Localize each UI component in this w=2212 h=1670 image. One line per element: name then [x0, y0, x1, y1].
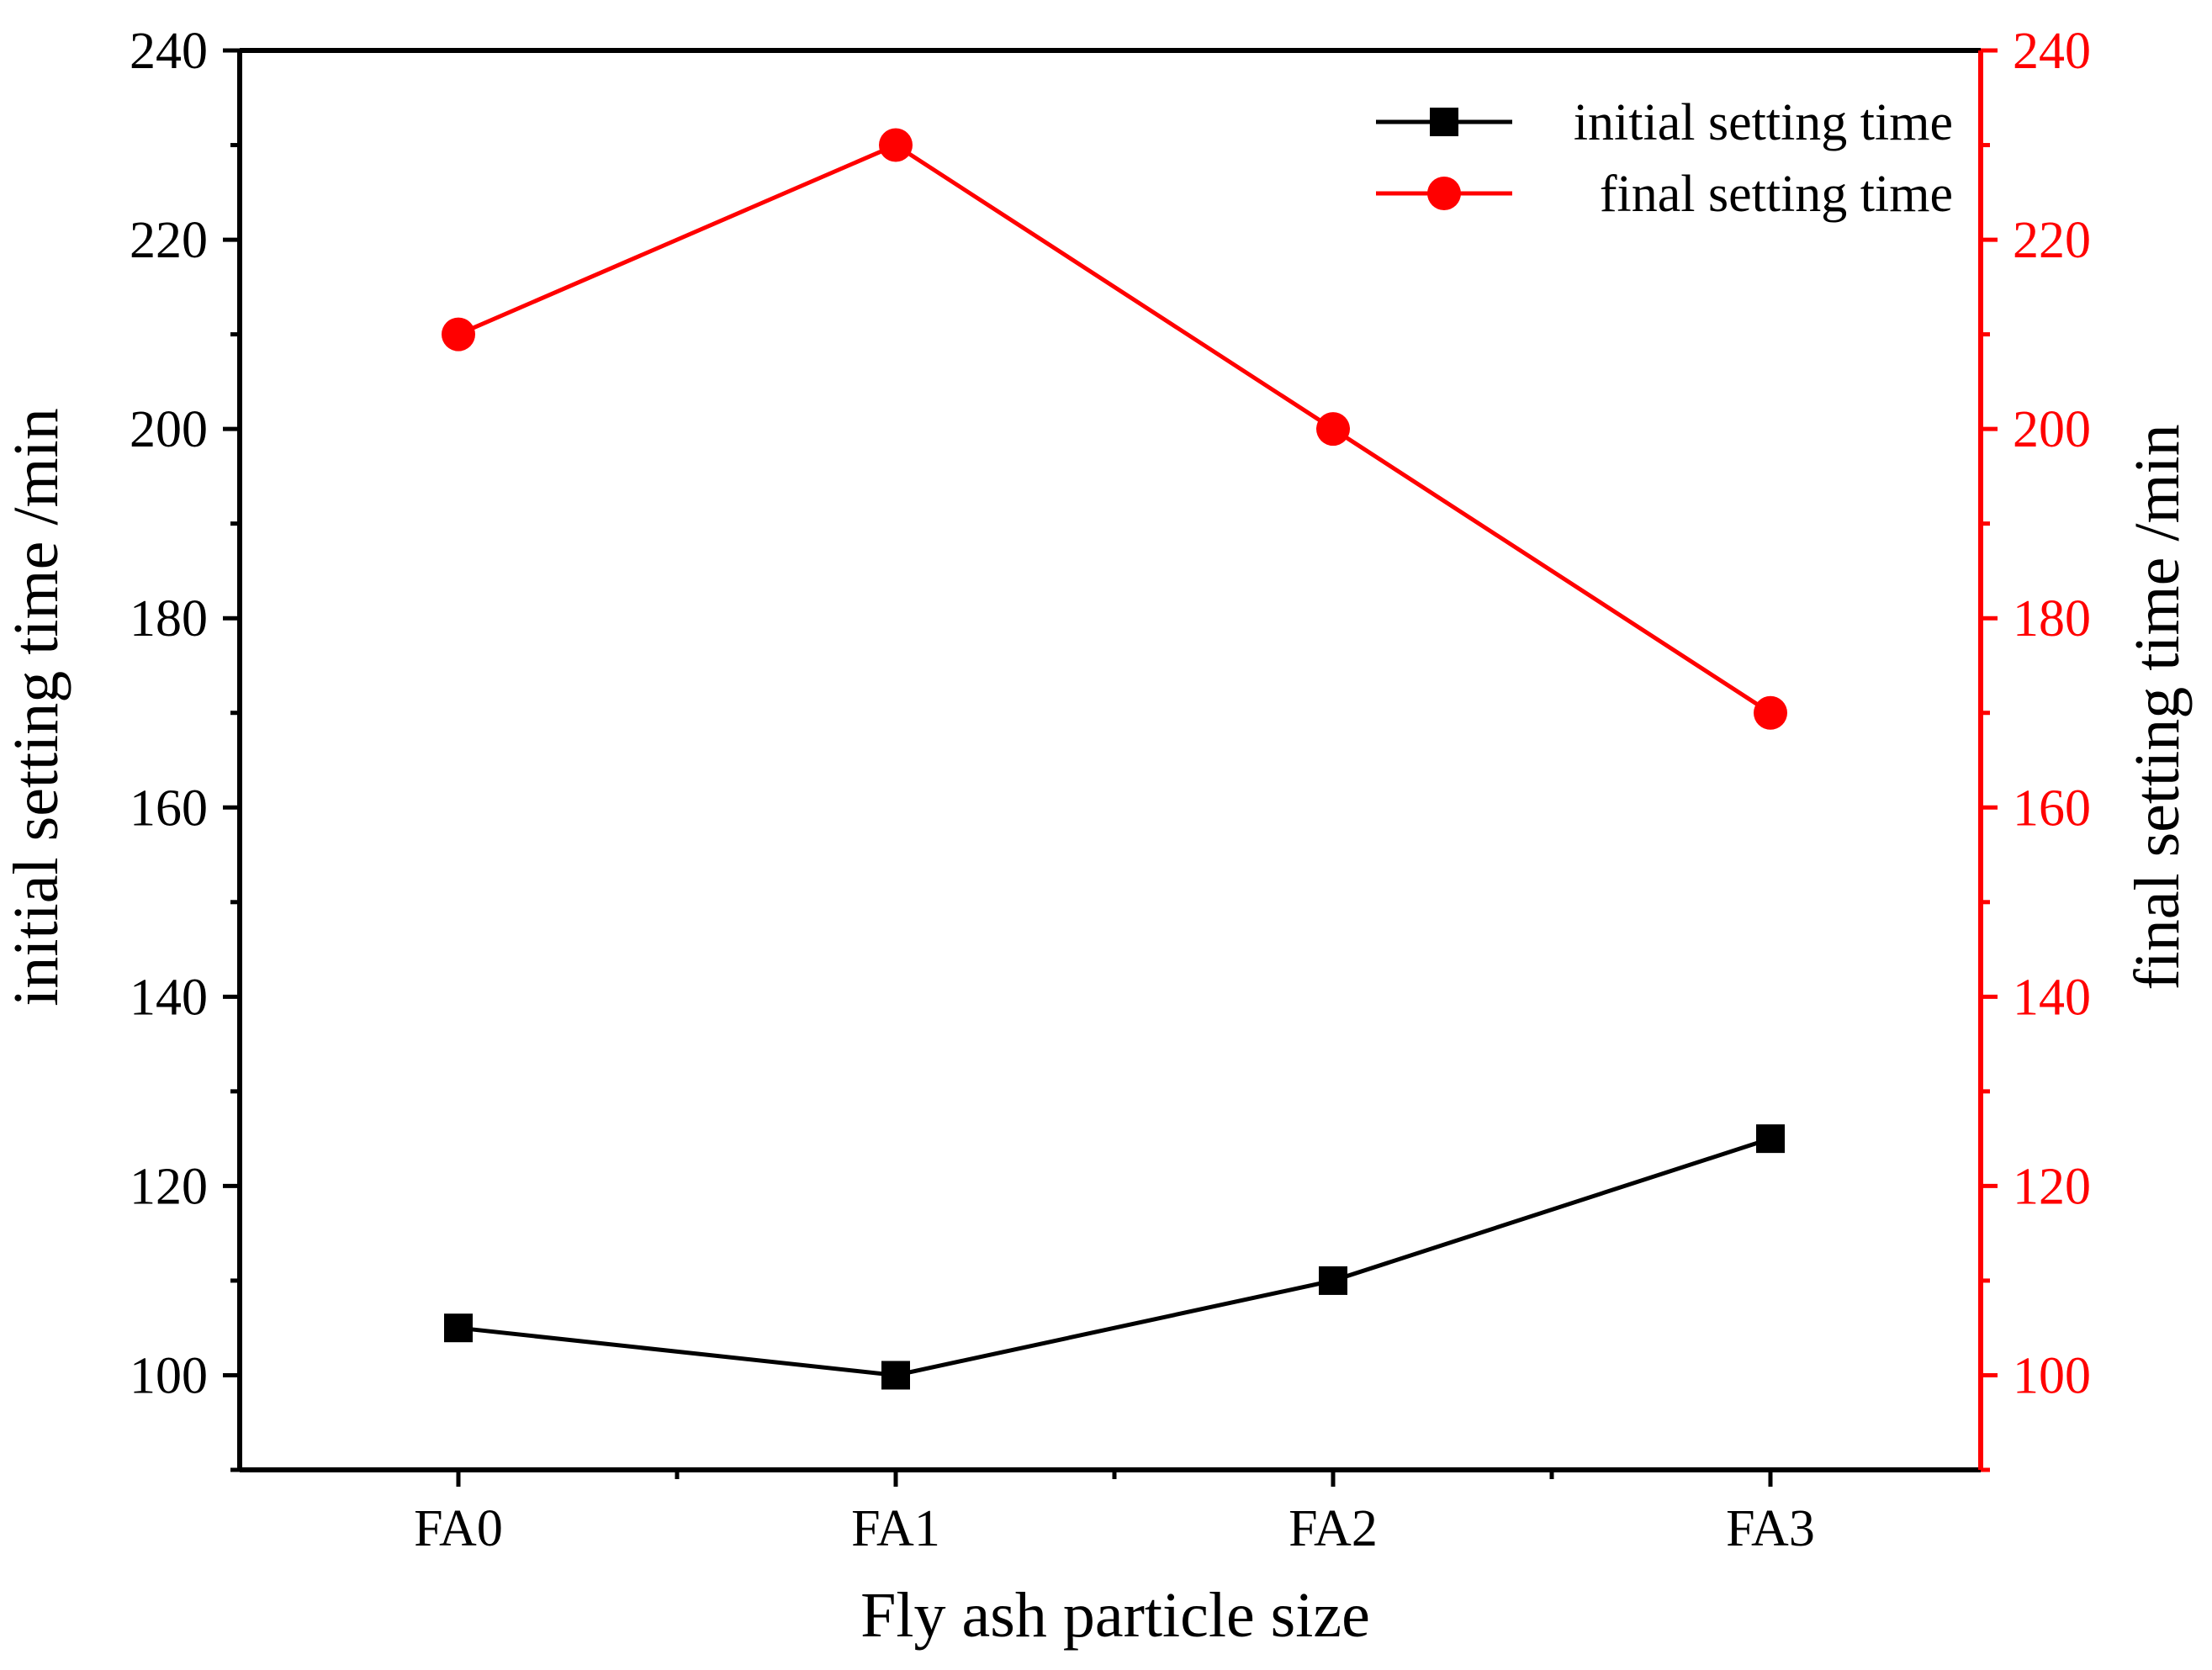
- data-point-final-fa2: [1316, 412, 1350, 447]
- y-right-tick-label: 240: [2013, 23, 2091, 80]
- y-left-tick-label: 120: [130, 1158, 208, 1215]
- y-right-tick-label: 160: [2013, 780, 2091, 837]
- y-right-tick-label: 200: [2013, 401, 2091, 458]
- y-axis-left-title: initial setting time /min: [1, 408, 71, 1006]
- y-left-tick-label: 180: [130, 590, 208, 647]
- y-axis-right-title: final setting time /min: [2122, 424, 2193, 990]
- axes: 100 100 120 120 140 140 160 160 180 180 200 200 220 2…: [130, 23, 2091, 1557]
- series-line-initial: [458, 1136, 1771, 1377]
- x-axis-title: Fly ash particle size: [860, 1580, 1370, 1651]
- y-right-tick-label: 180: [2013, 590, 2091, 647]
- series-layer: [442, 128, 1787, 1390]
- y-left-tick-label: 100: [130, 1347, 208, 1404]
- y-left-tick-label: 220: [130, 212, 208, 269]
- x-tick-label: FA0: [414, 1500, 503, 1557]
- y-left-tick-label: 240: [130, 23, 208, 80]
- data-point-initial-fa1: [881, 1361, 910, 1390]
- legend-marker-square: [1430, 108, 1458, 136]
- legend: initial setting time final setting time: [1376, 94, 1953, 223]
- x-tick-label: FA1: [851, 1500, 940, 1557]
- data-point-final-fa3: [1754, 695, 1787, 730]
- y-right-tick-label: 100: [2013, 1347, 2091, 1404]
- y-right-tick-label: 220: [2013, 212, 2091, 269]
- y-left-tick-label: 140: [130, 969, 208, 1026]
- legend-label-initial: initial setting time: [1574, 94, 1953, 151]
- legend-label-final: final setting time: [1600, 166, 1953, 223]
- y-left-tick-label: 160: [130, 780, 208, 837]
- series-line-final: [458, 142, 1772, 715]
- data-point-final-fa1: [879, 128, 913, 162]
- data-point-final-fa0: [442, 317, 475, 351]
- y-right-tick-label: 140: [2013, 969, 2091, 1026]
- y-right-tick-label: 120: [2013, 1158, 2091, 1215]
- x-tick-label: FA2: [1289, 1500, 1378, 1557]
- x-tick-label: FA3: [1726, 1500, 1815, 1557]
- data-point-initial-fa2: [1319, 1266, 1347, 1295]
- legend-marker-circle: [1427, 177, 1461, 210]
- data-point-initial-fa3: [1756, 1124, 1785, 1154]
- y-left-tick-label: 200: [130, 401, 208, 458]
- data-point-initial-fa0: [444, 1313, 473, 1343]
